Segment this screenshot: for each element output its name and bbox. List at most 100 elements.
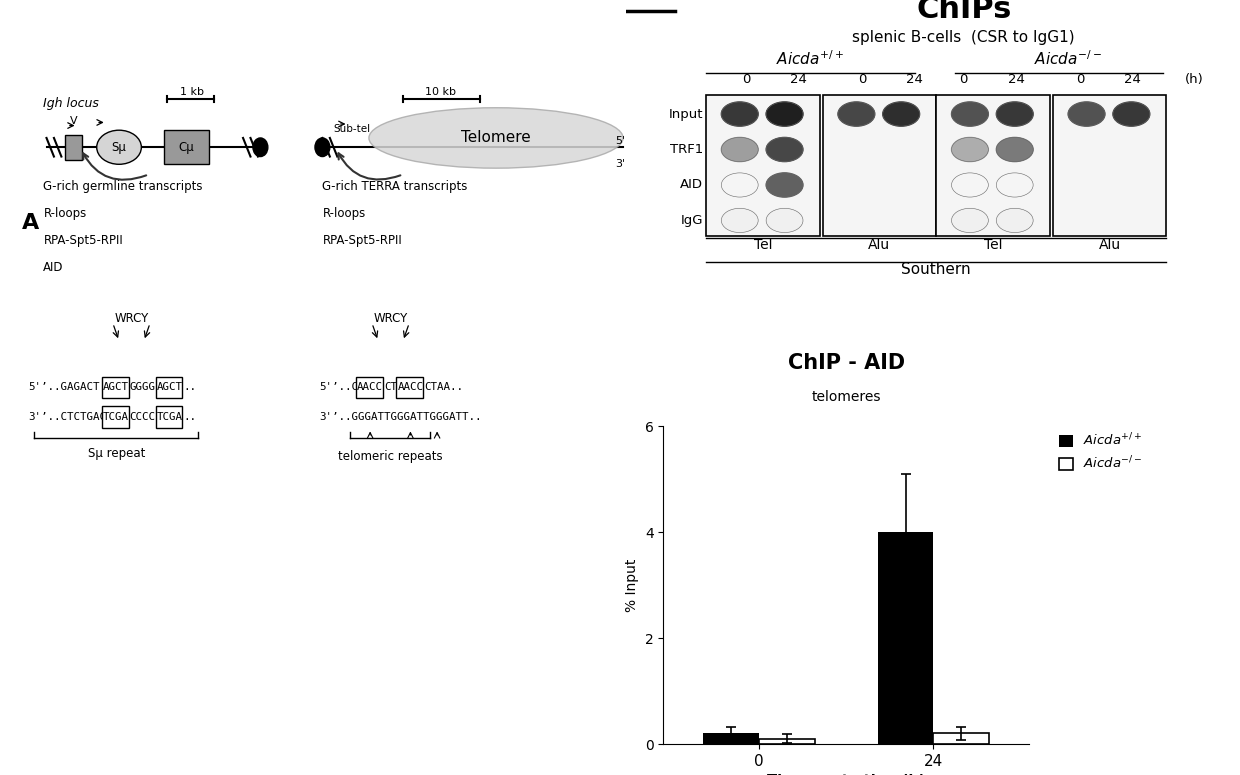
Circle shape [253, 138, 268, 157]
FancyBboxPatch shape [102, 406, 129, 428]
Text: CT: CT [383, 383, 397, 392]
Text: 0: 0 [742, 73, 750, 85]
Text: Sμ repeat: Sμ repeat [88, 447, 145, 460]
Circle shape [1114, 102, 1149, 126]
Circle shape [766, 102, 804, 126]
FancyBboxPatch shape [164, 130, 208, 164]
Circle shape [883, 102, 920, 126]
Text: AGCT: AGCT [156, 383, 182, 392]
Text: TCGA: TCGA [156, 412, 182, 422]
FancyBboxPatch shape [706, 95, 820, 236]
Text: WRCY: WRCY [373, 312, 408, 325]
Text: AID: AID [43, 261, 64, 274]
Circle shape [951, 173, 988, 197]
Text: GGGG: GGGG [130, 383, 155, 392]
Text: V: V [69, 116, 78, 126]
Ellipse shape [97, 130, 141, 164]
Text: R-loops: R-loops [322, 207, 366, 220]
Text: 24: 24 [1008, 73, 1024, 85]
Circle shape [766, 173, 804, 197]
Text: A: A [21, 212, 38, 232]
Text: TRF1: TRF1 [670, 143, 703, 156]
Text: 24: 24 [1125, 73, 1141, 85]
Circle shape [722, 137, 758, 162]
Text: AACC: AACC [357, 383, 383, 392]
Circle shape [996, 102, 1033, 126]
Text: Cμ: Cμ [179, 141, 195, 153]
Circle shape [951, 137, 988, 162]
Y-axis label: % Input: % Input [625, 559, 640, 611]
Text: 0: 0 [858, 73, 867, 85]
Ellipse shape [370, 108, 622, 168]
Circle shape [996, 208, 1033, 232]
Text: TCGA: TCGA [103, 412, 129, 422]
FancyBboxPatch shape [397, 377, 423, 398]
FancyBboxPatch shape [356, 377, 383, 398]
Circle shape [838, 102, 874, 126]
Text: 0: 0 [960, 73, 968, 85]
Text: 10 kb: 10 kb [424, 87, 456, 97]
Circle shape [951, 102, 988, 126]
Text: $\it{Aicda}^{-/-}$: $\it{Aicda}^{-/-}$ [1034, 50, 1102, 68]
Text: AID: AID [680, 178, 703, 191]
Text: RPA-Spt5-RPII: RPA-Spt5-RPII [322, 234, 402, 247]
Circle shape [996, 137, 1033, 162]
Text: RPA-Spt5-RPII: RPA-Spt5-RPII [43, 234, 123, 247]
Circle shape [315, 138, 330, 157]
Bar [878, 532, 934, 744]
Text: Southern: Southern [901, 262, 971, 277]
Circle shape [722, 173, 758, 197]
Text: 24: 24 [906, 73, 923, 85]
Circle shape [722, 102, 758, 126]
Text: ..: .. [184, 412, 196, 422]
FancyBboxPatch shape [1053, 95, 1167, 236]
FancyBboxPatch shape [156, 377, 182, 398]
Text: AGCT: AGCT [103, 383, 129, 392]
Text: 1 kb: 1 kb [180, 87, 203, 97]
Text: ChIP - AID: ChIP - AID [787, 353, 905, 373]
Text: Telomere: Telomere [461, 130, 531, 146]
Text: telomeres: telomeres [811, 390, 882, 404]
Text: G-rich germline transcripts: G-rich germline transcripts [43, 180, 203, 193]
Circle shape [951, 208, 988, 232]
Text: $\it{Aicda}^{+/+}$: $\it{Aicda}^{+/+}$ [776, 50, 844, 68]
Text: telomeric repeats: telomeric repeats [337, 449, 443, 463]
Text: WRCY: WRCY [114, 312, 149, 325]
FancyBboxPatch shape [936, 95, 1050, 236]
Text: 5'’..GAGACT: 5'’..GAGACT [27, 383, 99, 392]
Circle shape [722, 208, 758, 232]
FancyBboxPatch shape [156, 406, 182, 428]
Text: AACC: AACC [397, 383, 423, 392]
Text: Alu: Alu [868, 238, 890, 252]
Text: (h): (h) [1184, 73, 1204, 85]
Text: G-rich TERRA transcripts: G-rich TERRA transcripts [322, 180, 467, 193]
Legend: $Aicda^{+/+}$, $Aicda^{-/-}$: $Aicda^{+/+}$, $Aicda^{-/-}$ [1054, 426, 1148, 477]
Text: Sub-tel: Sub-tel [334, 124, 371, 134]
Text: Input: Input [668, 108, 703, 121]
Circle shape [996, 173, 1033, 197]
Bar [703, 733, 759, 744]
Text: 5'’..CCCT: 5'’..CCCT [320, 383, 378, 392]
Text: 0: 0 [1076, 73, 1085, 85]
Text: ChIPs: ChIPs [916, 0, 1012, 24]
Bar [934, 733, 990, 744]
FancyBboxPatch shape [64, 135, 82, 160]
Circle shape [1068, 102, 1105, 126]
Text: Igh locus: Igh locus [43, 97, 99, 110]
Text: R-loops: R-loops [43, 207, 87, 220]
Circle shape [766, 137, 804, 162]
FancyBboxPatch shape [822, 95, 936, 236]
Text: ..: .. [184, 383, 196, 392]
Text: 3': 3' [615, 160, 625, 169]
Text: IgG: IgG [681, 214, 703, 227]
Text: Tel: Tel [754, 238, 773, 252]
Bar [759, 739, 815, 744]
Circle shape [766, 208, 804, 232]
Text: CTAA..: CTAA.. [424, 383, 463, 392]
Text: splenic B-cells  (CSR to IgG1): splenic B-cells (CSR to IgG1) [852, 30, 1075, 45]
Text: 3'’..GGGATTGGGATTGGGATT..: 3'’..GGGATTGGGATTGGGATT.. [320, 412, 482, 422]
Text: Sμ: Sμ [112, 141, 126, 153]
Text: 24: 24 [790, 73, 806, 85]
Text: 5': 5' [615, 136, 625, 146]
FancyBboxPatch shape [102, 377, 129, 398]
